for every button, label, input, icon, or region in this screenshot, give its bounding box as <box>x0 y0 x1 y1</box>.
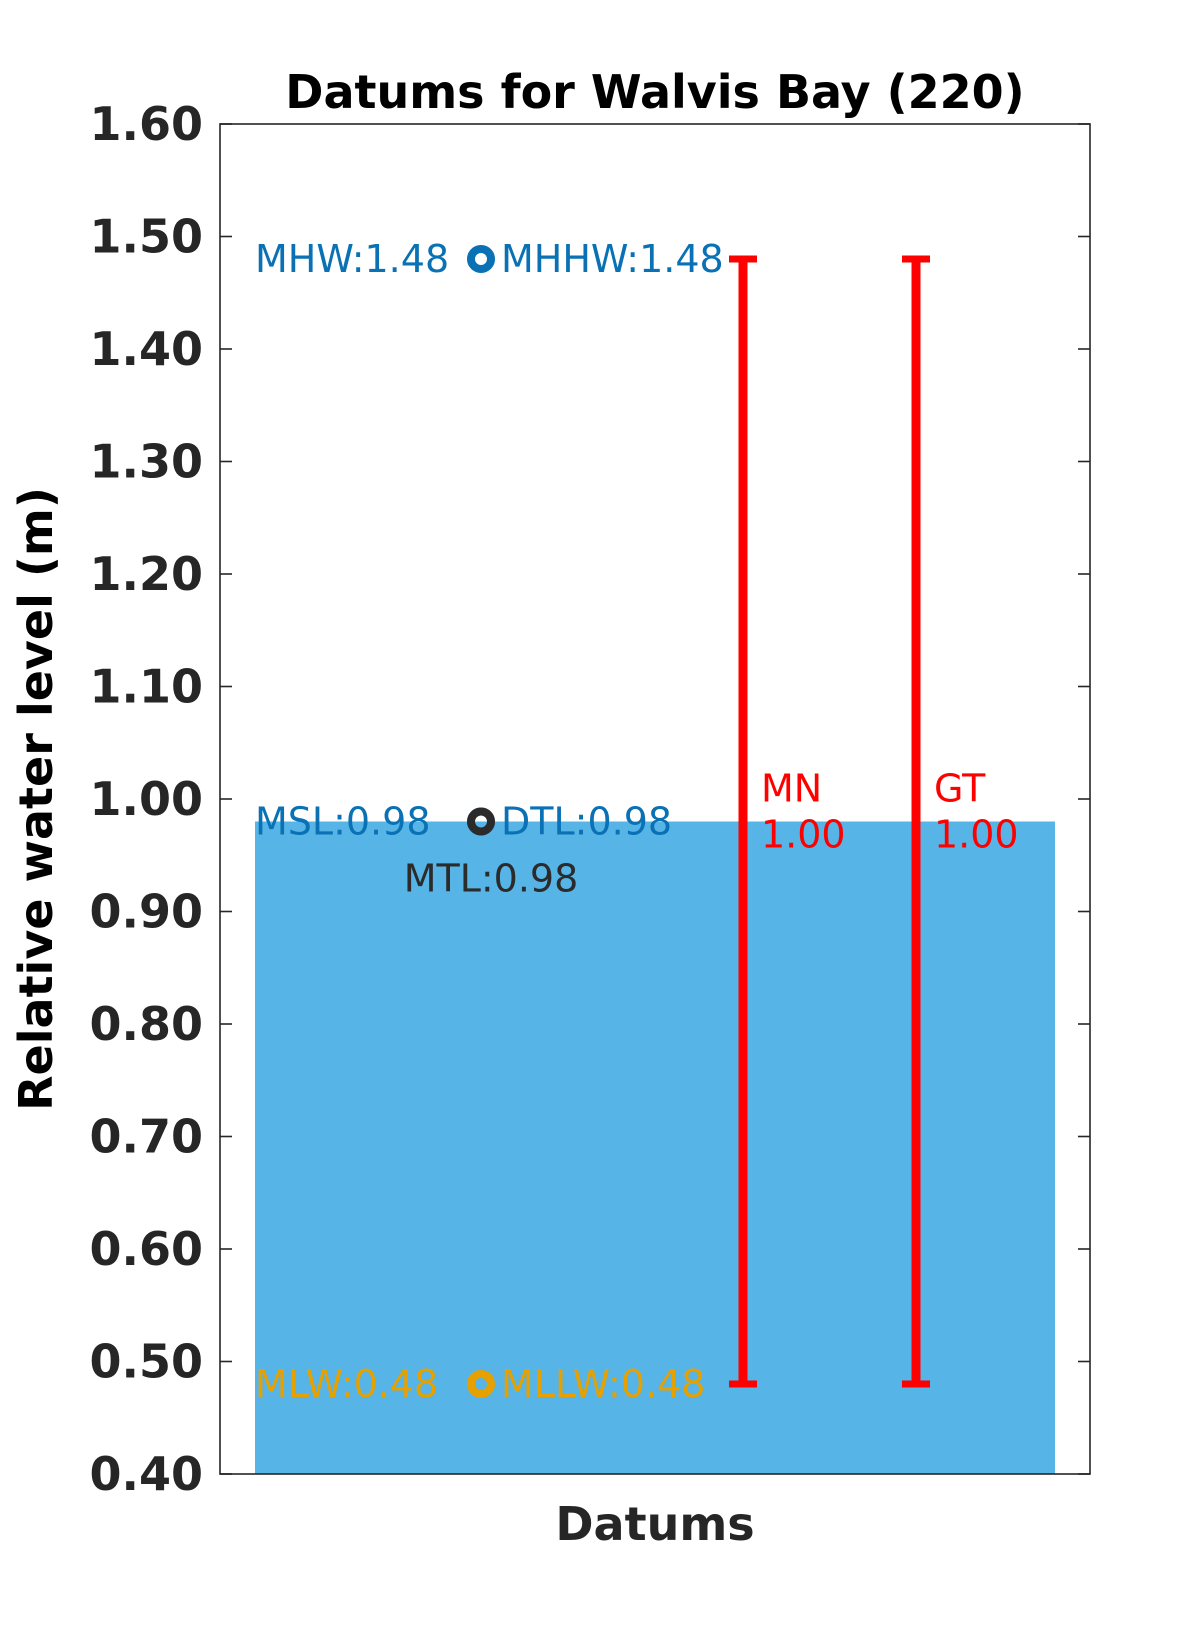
y-tick-label: 1.20 <box>90 547 204 601</box>
datum-marker-mlw <box>467 1370 495 1398</box>
y-tick-label: 0.80 <box>90 997 204 1051</box>
datum-label-mhhw: MHHW:1.48 <box>501 237 724 281</box>
datum-label-mtl: MTL:0.98 <box>404 857 579 901</box>
plot-frame <box>219 123 1091 1475</box>
y-tick-label: 0.50 <box>90 1335 204 1389</box>
y-tick-label: 1.10 <box>90 660 204 714</box>
y-tick-label: 1.00 <box>90 772 204 826</box>
datum-label-msl: MSL:0.98 <box>255 800 431 844</box>
y-tick-label: 1.60 <box>90 97 204 151</box>
datum-marker-mtl <box>467 807 495 836</box>
datum-label-mlw: MLW:0.48 <box>255 1362 438 1406</box>
y-tick-label: 0.40 <box>90 1447 204 1501</box>
datum-label-mhw: MHW:1.48 <box>255 237 449 281</box>
range-name-mn: MN <box>761 767 822 811</box>
mean-sea-level-bar <box>255 821 1055 1474</box>
y-tick-label: 0.70 <box>90 1110 204 1164</box>
range-value-gt: 1.00 <box>934 813 1019 857</box>
x-axis-label: Datums <box>555 1497 754 1551</box>
range-name-gt: GT <box>934 767 986 811</box>
y-tick-label: 1.50 <box>90 210 204 264</box>
datum-label-dtl: DTL:0.98 <box>501 800 672 844</box>
y-tick-label: 0.60 <box>90 1222 204 1276</box>
range-value-mn: 1.00 <box>761 813 846 857</box>
y-axis-label: Relative water level (m) <box>9 487 63 1111</box>
y-tick-label: 1.40 <box>90 322 204 376</box>
y-tick-label: 0.90 <box>90 885 204 939</box>
datum-label-mllw: MLLW:0.48 <box>501 1362 705 1406</box>
chart-title: Datums for Walvis Bay (220) <box>285 65 1024 119</box>
datum-marker-mhw <box>467 245 495 273</box>
y-tick-label: 1.30 <box>90 435 204 489</box>
